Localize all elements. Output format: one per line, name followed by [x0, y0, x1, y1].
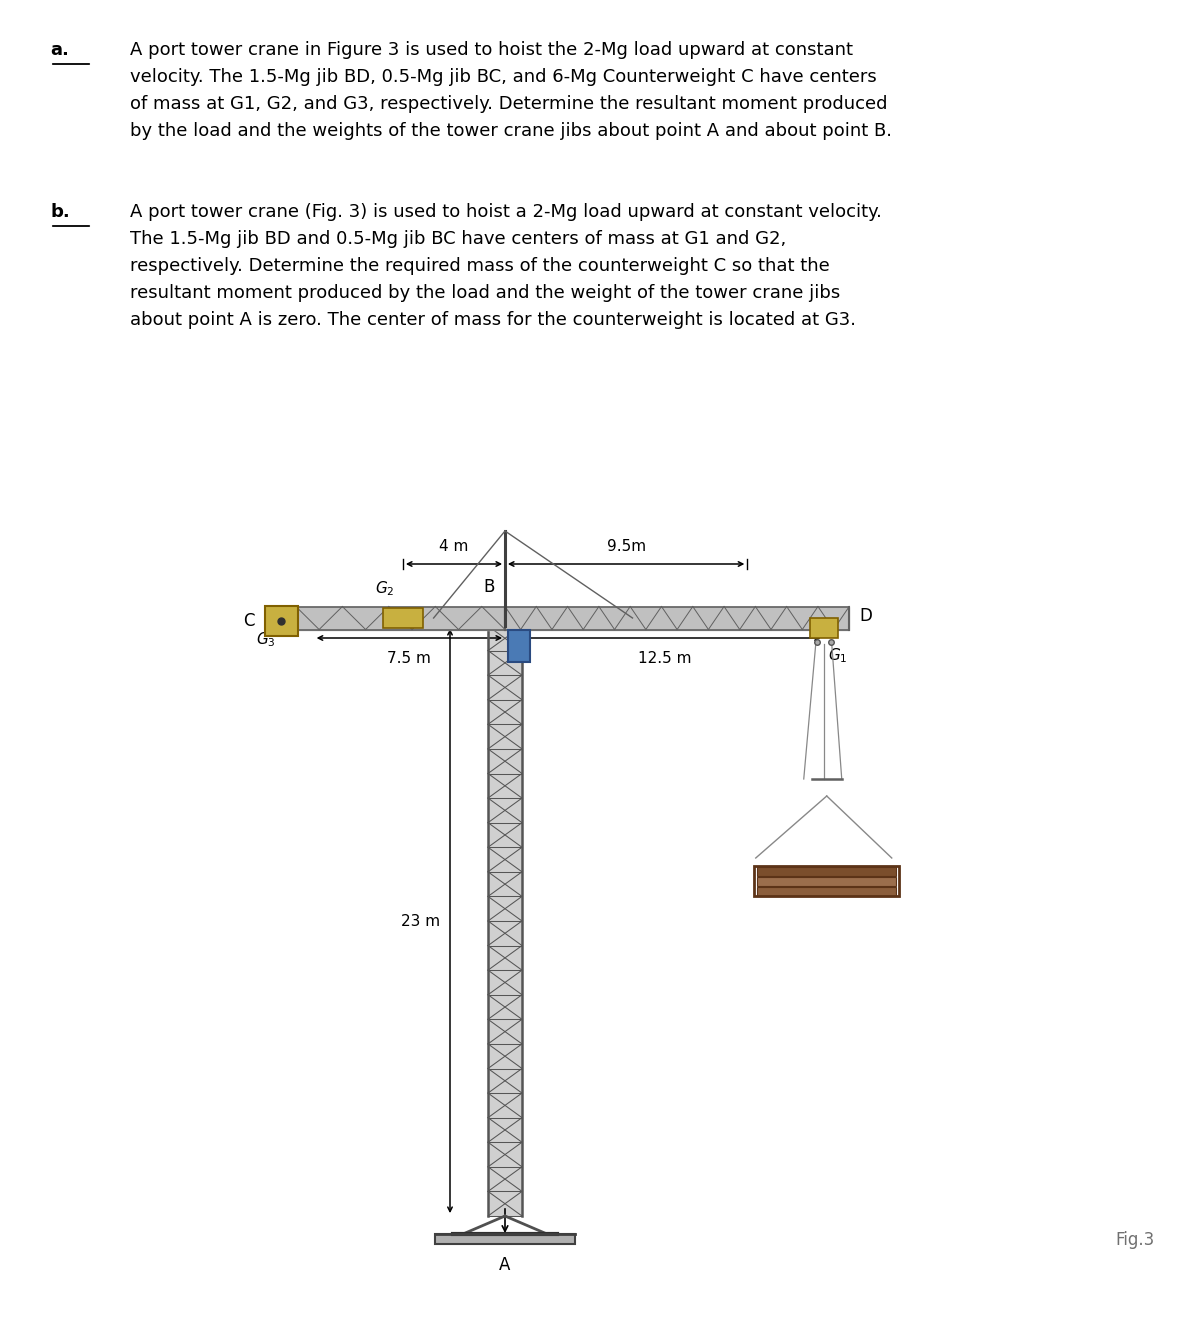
Bar [810, 618, 838, 638]
Text: A port tower crane (Fig. 3) is used to hoist a 2-Mg load upward at constant velo: A port tower crane (Fig. 3) is used to h… [130, 204, 882, 329]
Text: $G_1$: $G_1$ [828, 646, 847, 664]
Text: B: B [484, 578, 496, 596]
Text: 12.5 m: 12.5 m [637, 651, 691, 666]
Text: A: A [499, 1256, 511, 1274]
Bar [757, 886, 896, 896]
Text: A port tower crane in Figure 3 is used to hoist the 2-Mg load upward at constant: A port tower crane in Figure 3 is used t… [130, 41, 892, 140]
Text: Fig.3: Fig.3 [1116, 1231, 1154, 1248]
Bar [757, 866, 896, 876]
Text: $G_2$: $G_2$ [374, 579, 395, 598]
Bar [757, 877, 896, 886]
Text: D: D [859, 607, 872, 626]
Bar [265, 606, 298, 636]
Text: 7.5 m: 7.5 m [388, 651, 431, 666]
Text: $G_3$: $G_3$ [256, 631, 276, 650]
Bar [383, 608, 424, 628]
Text: a.: a. [50, 41, 68, 59]
Text: C: C [244, 612, 254, 630]
Bar [434, 1234, 575, 1244]
Bar [755, 866, 899, 896]
Bar [488, 626, 522, 1217]
Bar [508, 630, 530, 662]
Text: 23 m: 23 m [401, 913, 440, 929]
Text: 4 m: 4 m [439, 539, 469, 554]
Text: 9.5m: 9.5m [606, 539, 646, 554]
Text: b.: b. [50, 204, 70, 221]
